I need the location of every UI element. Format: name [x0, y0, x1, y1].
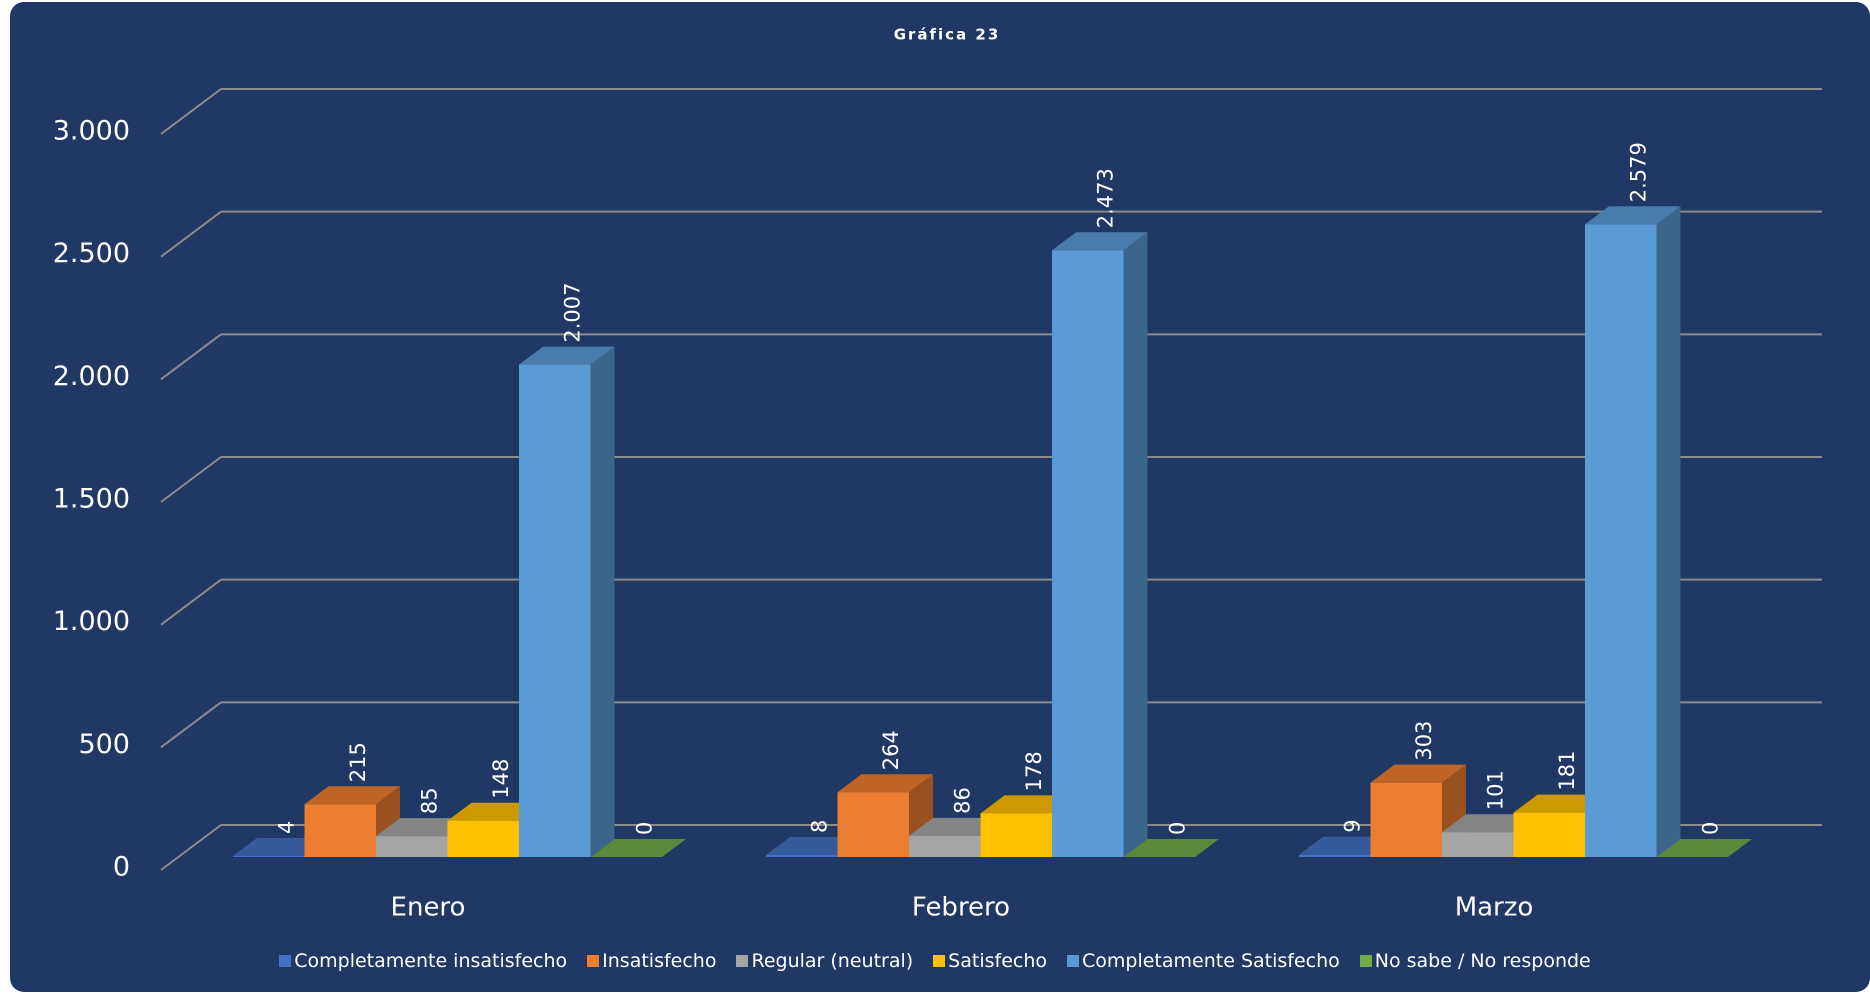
legend-item: Completamente Satisfecho: [1067, 950, 1340, 972]
bar-group: [1585, 206, 1681, 857]
data-label: 2.473: [1094, 168, 1118, 228]
data-label: 101: [1484, 770, 1508, 810]
bar-group: [590, 839, 686, 857]
y-tick-label: 3.000: [53, 116, 130, 147]
bar: [909, 835, 981, 857]
bar: [1442, 832, 1514, 857]
bar-group: [1052, 232, 1148, 858]
bar: [1370, 782, 1442, 857]
data-label: 85: [418, 787, 442, 814]
grid-line-side: [160, 88, 222, 135]
bar: [1513, 812, 1585, 857]
data-label: 178: [1022, 751, 1046, 791]
legend-label: Regular (neutral): [751, 950, 914, 972]
bar-top: [1370, 764, 1466, 783]
legend-item: Insatisfecho: [587, 950, 716, 972]
bar-side: [590, 346, 615, 857]
legend-swatch: [587, 955, 600, 967]
bar-top: [1052, 232, 1148, 251]
data-label: 2.007: [561, 282, 585, 342]
x-tick-label: Marzo: [1455, 893, 1534, 923]
bar-group: [1123, 839, 1219, 857]
y-tick-label: 0: [113, 852, 130, 883]
bar: [1585, 224, 1657, 857]
grid-line-side: [160, 578, 222, 626]
data-label: 8: [808, 820, 832, 833]
bar: [376, 836, 448, 857]
legend-swatch: [933, 955, 946, 967]
bar-top: [1123, 839, 1219, 857]
x-tick-label: Febrero: [912, 893, 1010, 923]
legend-label: No sabe / No responde: [1374, 950, 1591, 972]
legend-item: No sabe / No responde: [1359, 950, 1591, 972]
grid-line-side: [160, 824, 222, 871]
legend-item: Completamente insatisfecho: [279, 950, 567, 972]
y-tick-label: 2.000: [53, 361, 130, 392]
data-label: 148: [489, 759, 513, 799]
bar-top: [304, 786, 400, 805]
legend-label: Completamente insatisfecho: [294, 950, 568, 972]
bar: [766, 855, 838, 857]
chart-title: Gráfica 23: [894, 26, 1001, 44]
legend-swatch: [1359, 955, 1372, 967]
bar: [519, 364, 591, 857]
legend: Completamente insatisfecho Insatisfecho Re…: [0, 950, 1870, 972]
y-tick-label: 500: [78, 729, 130, 760]
data-label: 0: [1698, 822, 1722, 835]
data-label: 2.579: [1627, 142, 1651, 202]
grid-line-side: [160, 456, 222, 503]
bar-side: [1656, 206, 1681, 857]
bar-top: [837, 774, 933, 793]
legend-swatch: [736, 955, 749, 967]
grid-line-side: [160, 701, 222, 749]
bar-side: [1123, 232, 1148, 858]
grid-line-side: [160, 333, 222, 381]
data-label: 264: [879, 730, 903, 770]
bar: [1299, 854, 1371, 857]
legend-swatch: [279, 955, 292, 967]
bar: [304, 804, 376, 857]
bar: [837, 792, 909, 857]
y-tick-label: 1.500: [53, 484, 130, 515]
data-label: 9: [1341, 819, 1365, 832]
data-label: 0: [632, 822, 656, 835]
grid-line-side: [160, 210, 222, 258]
data-label: 4: [275, 821, 299, 834]
bar: [1052, 250, 1124, 858]
bar-top: [1585, 206, 1681, 225]
bar-top: [1656, 839, 1752, 857]
bar: [447, 820, 519, 857]
bar-group: [1656, 839, 1752, 857]
legend-label: Completamente Satisfecho: [1082, 950, 1340, 972]
bar-top: [590, 839, 686, 857]
data-label: 215: [346, 742, 370, 782]
legend-swatch: [1067, 955, 1079, 967]
legend-label: Insatisfecho: [602, 950, 717, 972]
y-tick-label: 2.500: [53, 238, 130, 269]
legend-item: Satisfecho: [933, 950, 1047, 972]
bar: [980, 813, 1052, 857]
y-tick-label: 1.000: [53, 606, 130, 637]
legend-item: Regular (neutral): [736, 950, 913, 972]
x-tick-label: Enero: [391, 893, 466, 923]
bar-group: [519, 346, 615, 857]
bar-group: [304, 786, 400, 857]
legend-label: Satisfecho: [948, 950, 1047, 972]
data-label: 86: [951, 787, 975, 814]
bar: [233, 856, 305, 857]
bar-top: [519, 346, 615, 365]
data-label: 303: [1412, 721, 1436, 761]
data-label: 0: [1165, 822, 1189, 835]
data-label: 181: [1555, 751, 1579, 791]
